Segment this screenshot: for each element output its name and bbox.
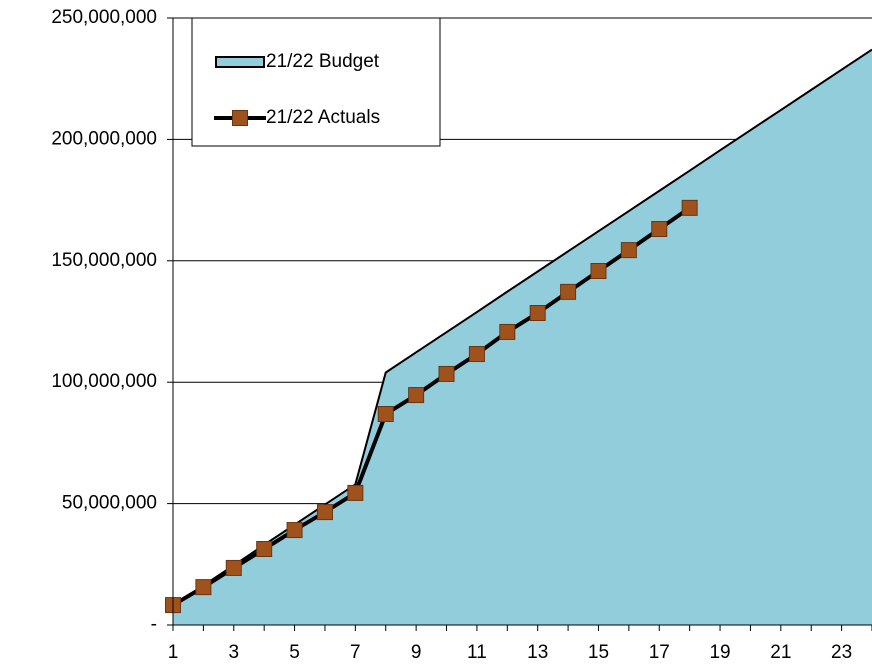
legend-swatch [215,56,265,68]
marker [590,262,607,279]
marker [681,199,698,216]
marker [256,541,273,558]
y-tick-label: 200,000,000 [51,128,157,149]
y-tick-label: 250,000,000 [51,7,157,28]
x-tick-label: 1 [168,642,179,663]
x-tick-label: 3 [228,642,239,663]
marker [560,283,577,300]
marker [377,406,394,423]
y-tick-label: 100,000,000 [51,371,157,392]
marker [347,484,364,501]
marker [499,323,516,340]
x-tick-label: 11 [467,642,487,663]
area [173,49,872,625]
marker [529,305,546,322]
marker [316,504,333,521]
x-tick-label: 15 [588,642,609,663]
marker [286,522,303,539]
x-tick-label: 9 [411,642,422,663]
x-tick-label: 17 [649,642,670,663]
x-tick-label: 5 [289,642,300,663]
marker [468,346,485,363]
legend: 21/22 Budget 21/22 Actuals [191,17,441,147]
x-tick-label: 23 [831,642,852,663]
marker [438,365,455,382]
marker [225,559,242,576]
legend-label: 21/22 Budget [266,51,380,72]
y-tick-label: 150,000,000 [51,250,157,271]
marker [620,242,637,259]
x-tick-label: 13 [527,642,548,663]
x-tick-label: 21 [770,642,791,663]
y-tick-label: - [151,614,157,635]
marker [651,220,668,237]
legend-marker [232,110,248,126]
marker [408,387,425,404]
x-tick-label: 7 [350,642,361,663]
y-tick-label: 50,000,000 [62,493,157,514]
marker [195,579,212,596]
x-tick-label: 19 [709,642,730,663]
legend-label: 21/22 Actuals [266,107,380,128]
